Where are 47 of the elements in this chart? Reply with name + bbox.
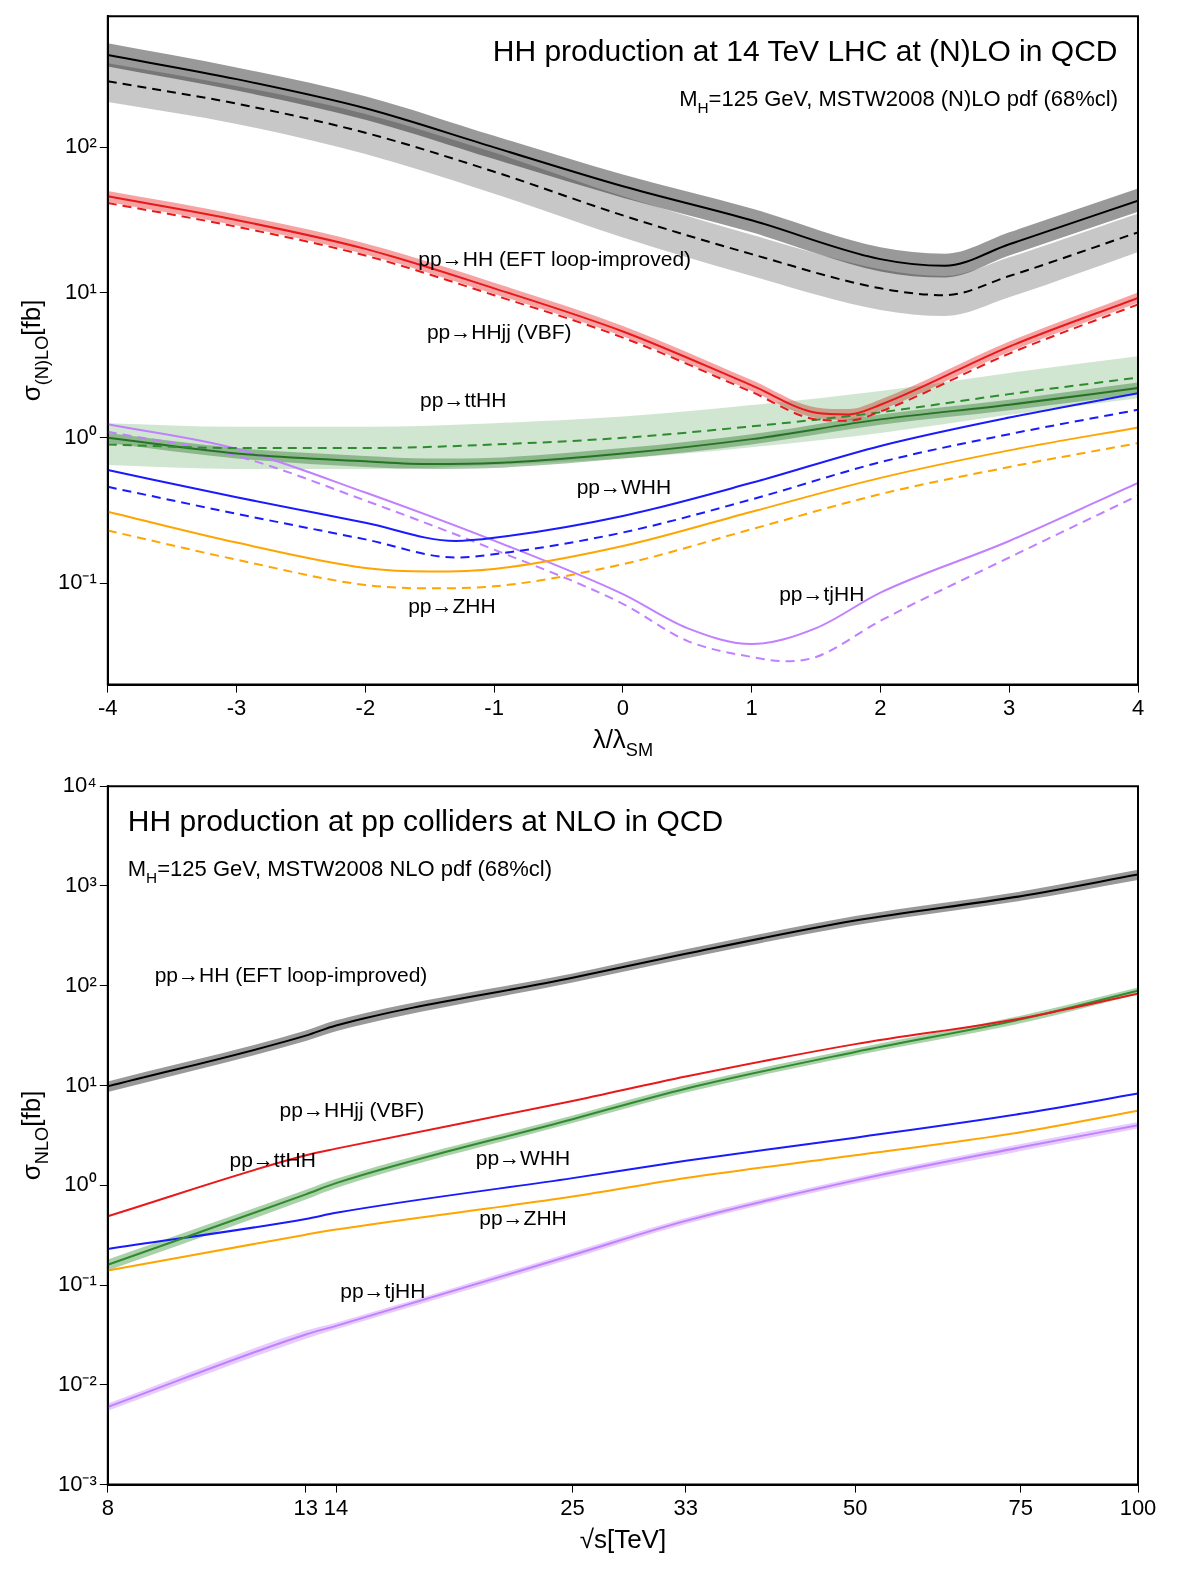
y-tick-label: 10² [65, 133, 97, 159]
line-series [107, 426, 1138, 573]
y-axis-title: σNLO[fb] [16, 1090, 52, 1181]
y-tick-label: 10¹ [65, 278, 97, 304]
annotation: pp→tjHH [779, 582, 865, 606]
annotation: pp→ZHH [408, 593, 496, 617]
y-tick-label: 10⁰ [64, 1171, 97, 1197]
x-tick-label: -4 [98, 694, 118, 720]
annotation: pp→WHH [576, 475, 672, 499]
x-tick-label: -2 [355, 694, 376, 720]
x-tick-label: 3 [1003, 694, 1016, 720]
text: HH production at 14 TeV LHC at (N)LO in QCD [492, 34, 1118, 68]
x-tick-label: 8 [101, 1494, 114, 1520]
line-series [107, 392, 1138, 542]
x-tick-label: -3 [226, 694, 247, 720]
annotation: pp→HHjj (VBF) [426, 320, 572, 344]
annotation: pp→HHjj (VBF) [279, 1097, 425, 1121]
x-tick-label: 1 [745, 694, 758, 720]
x-tick-label: -1 [484, 694, 504, 720]
y-tick-label: 10⁰ [64, 423, 97, 449]
annotation: pp→WHH [475, 1146, 571, 1170]
text: HH production at pp colliders at NLO in QCD [127, 804, 724, 838]
y-tick-label: 10⁴ [62, 772, 97, 798]
x-tick-label: 0 [616, 694, 630, 720]
y-tick-label: 10³ [65, 872, 97, 898]
x-tick-label: 14 [323, 1494, 349, 1520]
x-tick-label: 100 [1119, 1494, 1157, 1520]
x-tick-label: 33 [673, 1494, 699, 1520]
annotation: pp→HH (EFT loop-improved) [418, 246, 692, 270]
annotation: pp→tjHH [340, 1279, 426, 1303]
y-tick-label: 10¹ [65, 1071, 97, 1097]
x-axis-title: √s[TeV] [579, 1524, 667, 1554]
annotation: pp→HH (EFT loop-improved) [154, 962, 428, 986]
x-tick-label: 50 [843, 1494, 868, 1520]
y-tick-label: 10⁻¹ [58, 569, 97, 595]
y-tick-label: 10⁻¹ [58, 1271, 97, 1297]
x-tick-label: 4 [1131, 694, 1145, 720]
x-tick-label: 75 [1008, 1494, 1033, 1520]
x-tick-label: 13 [293, 1494, 319, 1520]
annotation: pp→ttHH [420, 387, 507, 411]
y-tick-label: 10⁻² [58, 1370, 97, 1396]
y-tick-label: 10⁻³ [58, 1470, 97, 1496]
y-tick-label: 10² [65, 971, 97, 997]
annotation: pp→ZHH [479, 1205, 567, 1229]
x-tick-label: 2 [874, 694, 887, 720]
x-tick-label: 25 [560, 1494, 585, 1520]
y-axis-title: σ(N)LO[fb] [16, 299, 52, 402]
